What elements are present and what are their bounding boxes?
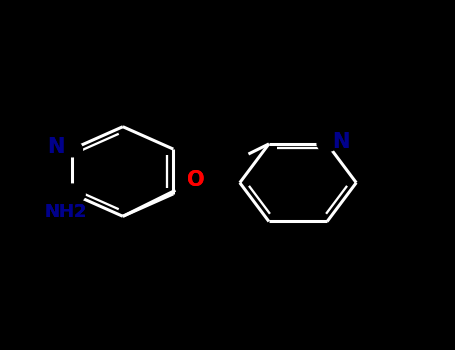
Circle shape <box>62 141 82 157</box>
Text: N: N <box>333 132 350 152</box>
Text: NH2: NH2 <box>44 203 87 220</box>
Text: O: O <box>187 170 205 190</box>
Text: O: O <box>187 170 205 190</box>
Text: N: N <box>47 137 64 158</box>
Text: N: N <box>333 132 350 152</box>
Text: NH2: NH2 <box>44 203 87 220</box>
Text: NH2: NH2 <box>44 203 87 220</box>
Circle shape <box>186 173 206 188</box>
Text: N: N <box>47 137 64 158</box>
Circle shape <box>60 184 85 204</box>
Circle shape <box>317 136 337 152</box>
